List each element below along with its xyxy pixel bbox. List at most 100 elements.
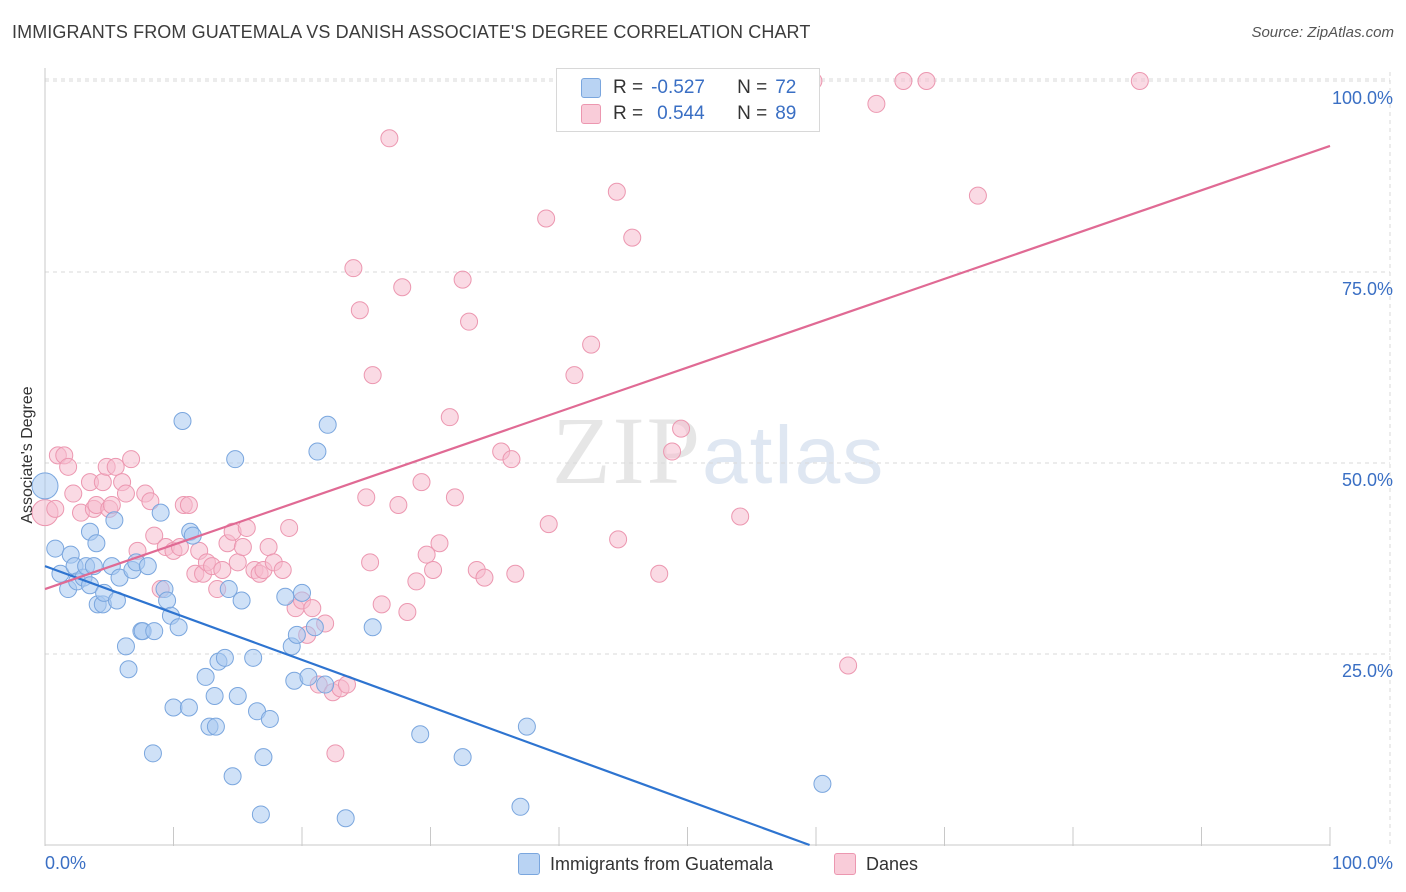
guatemala-point — [173, 411, 192, 430]
chart-title: IMMIGRANTS FROM GUATEMALA VS DANISH ASSO… — [12, 22, 811, 42]
guatemala-trend-line — [44, 565, 810, 847]
guatemala-point — [206, 717, 225, 736]
danes-point — [663, 442, 682, 461]
guatemala-point — [287, 625, 306, 644]
guatemala-point — [254, 748, 273, 767]
guatemala-point — [87, 534, 106, 553]
guatemala-point — [244, 648, 263, 667]
guatemala-point — [119, 660, 138, 679]
danes-point — [106, 457, 125, 476]
legend-n-label: N = — [737, 77, 768, 98]
guatemala-point — [411, 725, 430, 744]
danes-point — [122, 450, 141, 469]
danes-point — [280, 518, 299, 537]
guatemala-point — [219, 580, 238, 599]
x-tick-label: 0.0% — [45, 853, 86, 873]
danes-point — [350, 301, 369, 320]
watermark-atlas: atlas — [702, 410, 886, 501]
zipatlas-watermark: ZIPatlas — [552, 395, 885, 506]
bottom-legend-swatch-pink — [834, 853, 856, 875]
guatemala-point — [363, 618, 382, 637]
danes-point — [607, 182, 626, 201]
guatemala-point — [158, 591, 177, 610]
guatemala-point — [299, 667, 318, 686]
danes-point — [867, 94, 886, 113]
guatemala-point — [228, 687, 247, 706]
danes-point — [213, 560, 232, 579]
danes-point — [393, 278, 412, 297]
danes-point — [303, 599, 322, 618]
danes-point — [582, 335, 601, 354]
danes-trend-line — [44, 144, 1331, 591]
guatemala-points — [31, 411, 832, 828]
gridlines — [45, 72, 1391, 845]
danes-point — [968, 186, 987, 205]
danes-point — [609, 530, 628, 549]
y-tick-label: 75.0% — [1342, 279, 1393, 299]
danes-point — [894, 72, 913, 90]
axes — [44, 68, 1331, 846]
guatemala-point — [232, 591, 251, 610]
danes-point — [565, 366, 584, 385]
guatemala-point — [169, 618, 188, 637]
bottom-legend-swatch-blue — [518, 853, 540, 875]
danes-point — [46, 499, 65, 518]
legend-r-label: R = — [613, 77, 644, 98]
guatemala-point — [308, 442, 327, 461]
legend-r-value: -0.527 — [651, 77, 705, 98]
danes-point — [460, 312, 479, 331]
guatemala-point — [511, 797, 530, 816]
x-tick-label: 100.0% — [1332, 853, 1393, 873]
danes-point — [398, 602, 417, 621]
danes-point — [64, 484, 83, 503]
bottom-legend-danes: Danes — [834, 852, 918, 876]
danes-point — [357, 488, 376, 507]
danes-point — [445, 488, 464, 507]
guatemala-point — [164, 698, 183, 717]
danes-point — [1130, 72, 1149, 90]
danes-point — [917, 72, 936, 90]
danes-point — [179, 496, 198, 515]
danes-point — [228, 553, 247, 572]
guatemala-point — [105, 511, 124, 530]
guatemala-point — [46, 539, 65, 558]
danes-point — [475, 568, 494, 587]
danes-point — [363, 366, 382, 385]
source-label: Source: ZipAtlas.com — [1251, 24, 1394, 41]
danes-point — [539, 515, 558, 534]
legend-row-guatemala: R = -0.527 N = 72 — [581, 75, 796, 101]
y-tick-label: 50.0% — [1342, 470, 1393, 490]
bottom-legend-label: Danes — [866, 853, 919, 874]
guatemala-point — [293, 583, 311, 602]
guatemala-point — [260, 709, 279, 728]
danes-point — [440, 408, 459, 427]
guatemala-point — [251, 805, 270, 824]
guatemala-point — [145, 622, 164, 641]
guatemala-point — [813, 774, 832, 793]
danes-point — [430, 534, 449, 553]
danes-point — [412, 473, 431, 492]
y-tick-label: 100.0% — [1332, 88, 1393, 108]
danes-point — [731, 507, 750, 526]
danes-point — [407, 572, 426, 591]
danes-point — [453, 270, 472, 289]
guatemala-point — [215, 648, 234, 667]
danes-point — [380, 129, 399, 148]
guatemala-point — [318, 415, 337, 434]
danes-point — [93, 473, 112, 492]
guatemala-point — [205, 687, 224, 706]
danes-point — [273, 560, 292, 579]
correlation-legend: R = -0.527 N = 72 R = 0.544 N = 89 — [556, 68, 820, 132]
danes-point — [344, 259, 363, 278]
guatemala-point — [226, 450, 245, 469]
guatemala-point — [31, 472, 59, 500]
danes-point — [141, 492, 160, 511]
guatemala-point — [138, 557, 157, 576]
danes-point — [233, 538, 252, 557]
danes-point — [102, 496, 121, 515]
danes-point — [372, 595, 391, 614]
legend-row-danes: R = 0.544 N = 89 — [581, 101, 796, 127]
guatemala-point — [143, 744, 162, 763]
legend-n-value: 89 — [775, 103, 797, 124]
danes-point — [672, 419, 691, 438]
